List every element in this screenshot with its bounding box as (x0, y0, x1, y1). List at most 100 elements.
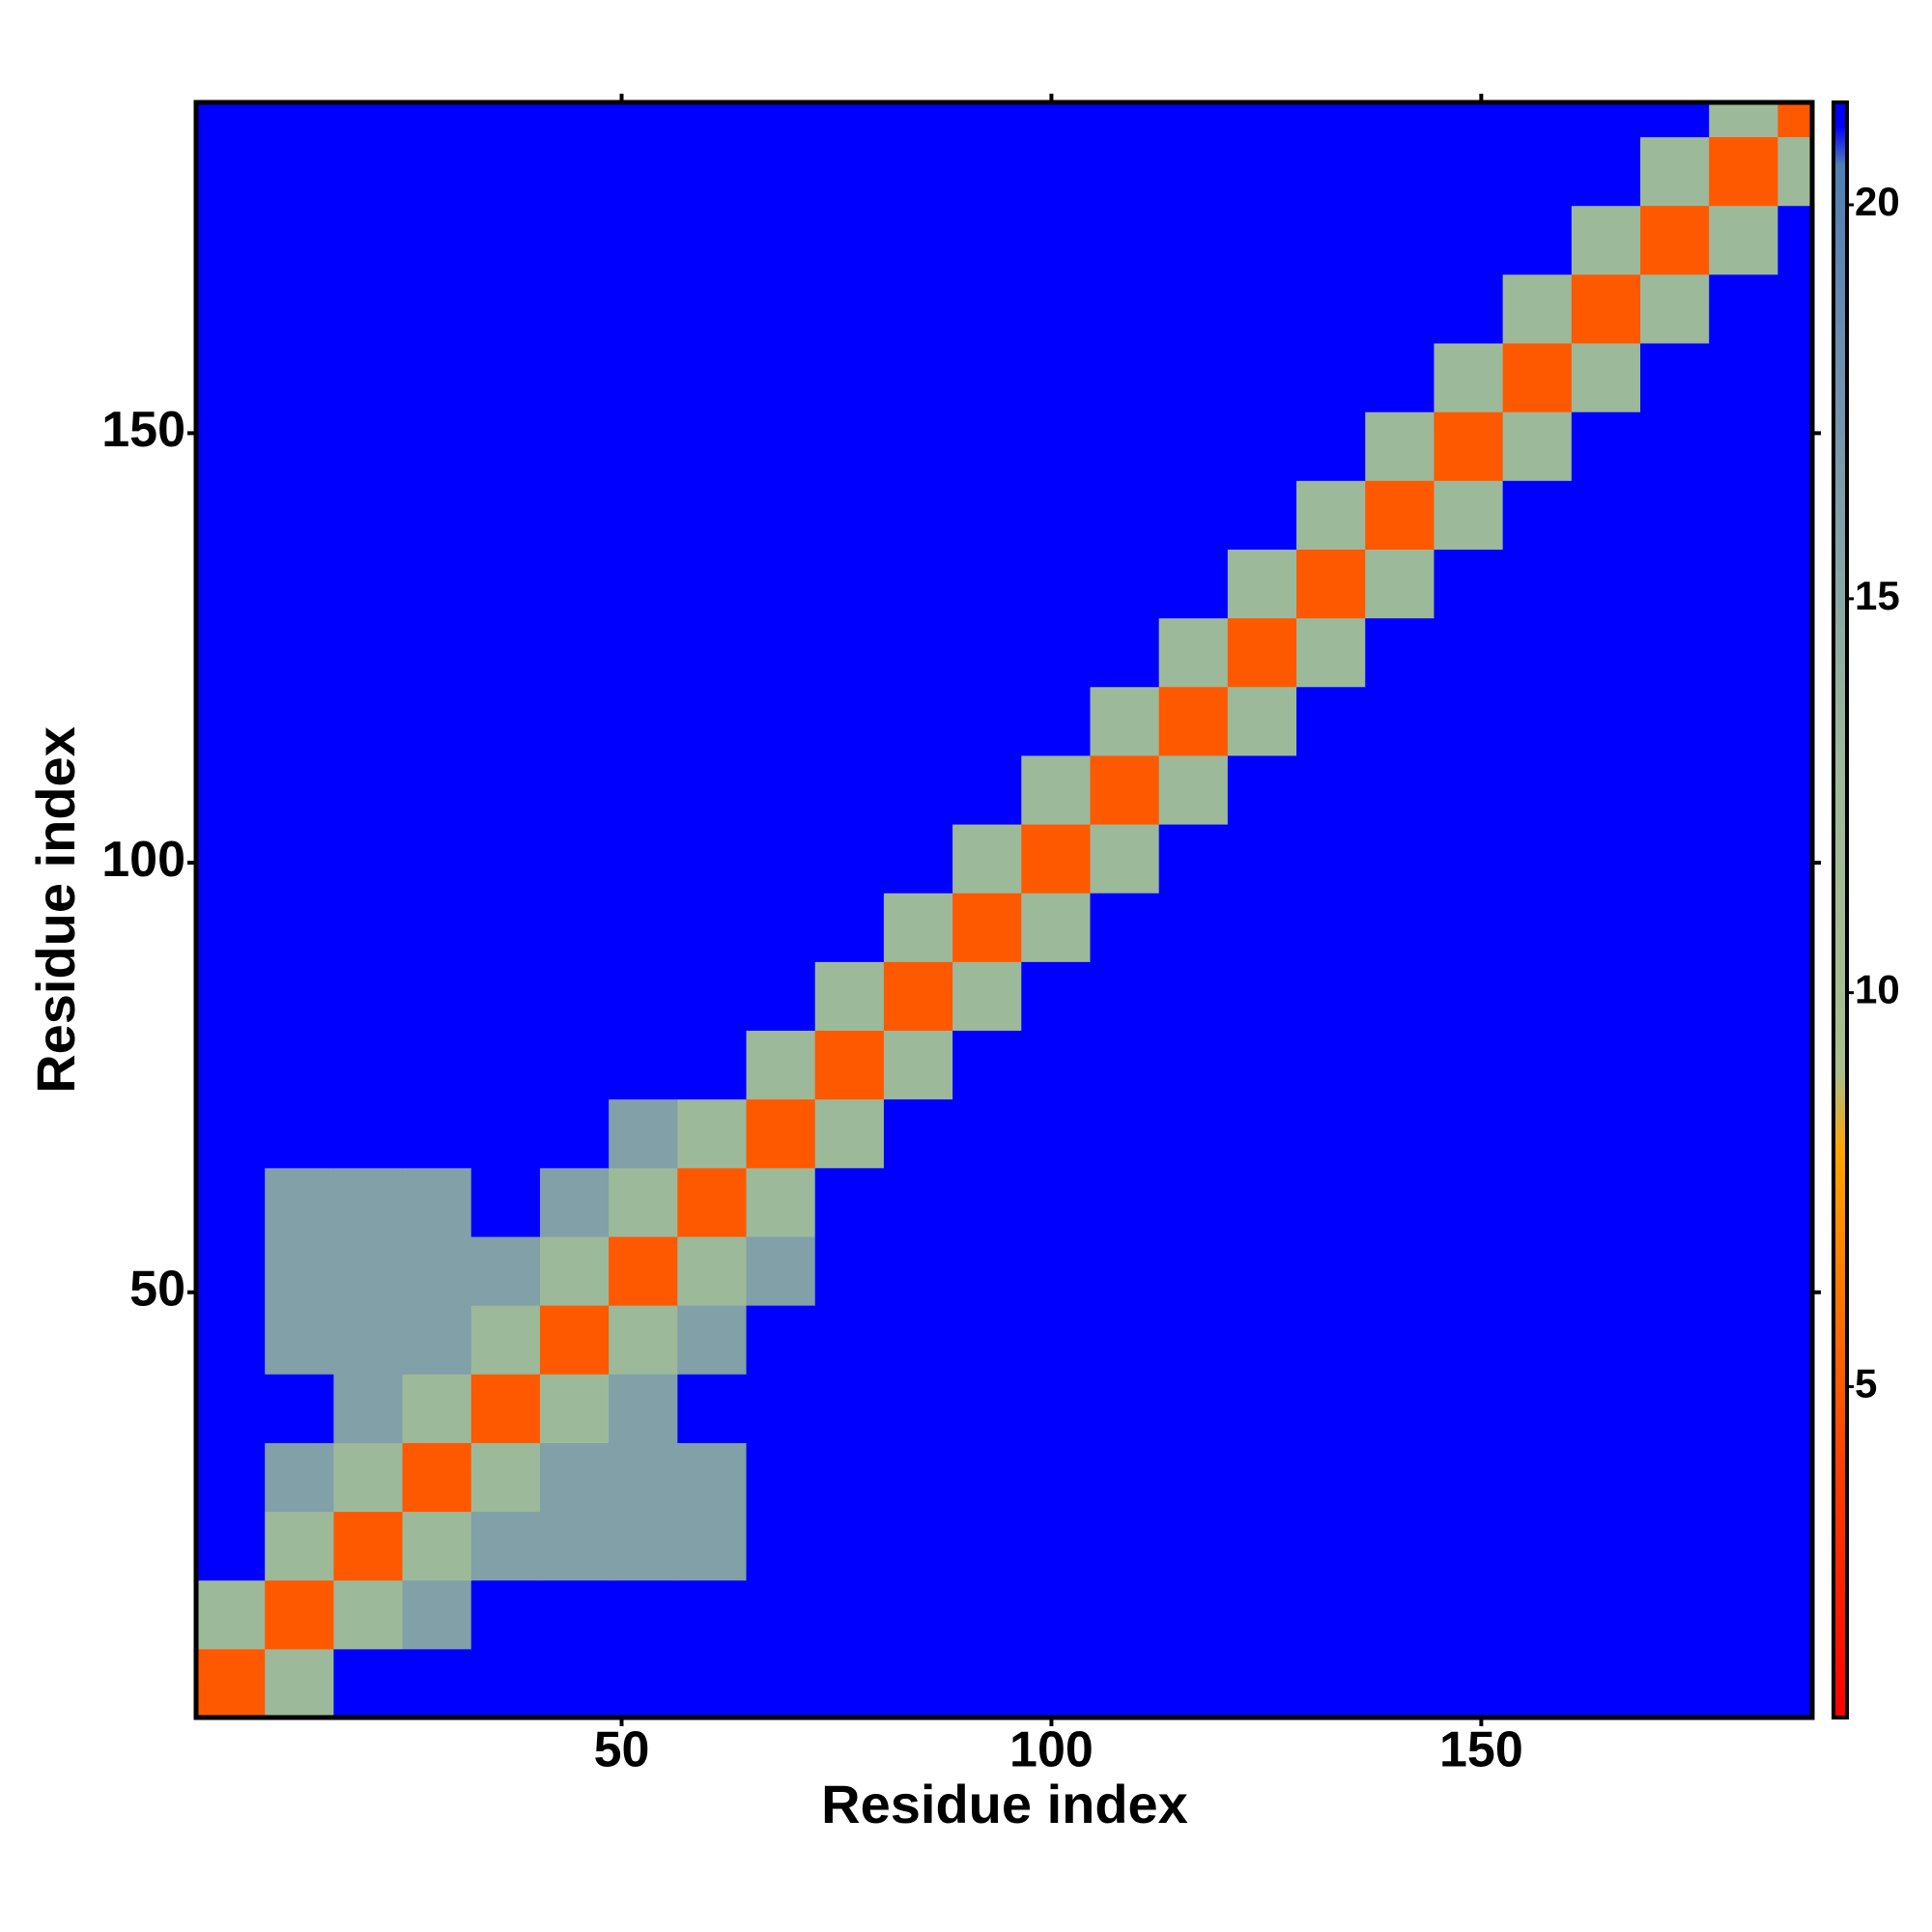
heatmap-cell (1502, 1511, 1573, 1581)
heatmap-cell (609, 1579, 678, 1650)
heatmap-cell (746, 617, 816, 688)
heatmap-cell (470, 1579, 541, 1650)
heatmap-cell (1158, 1374, 1229, 1443)
heatmap-cell (746, 961, 816, 1032)
heatmap-cell (1090, 343, 1160, 412)
heatmap-cell (196, 1511, 266, 1581)
heatmap-cell (746, 549, 816, 619)
heatmap-cell (402, 686, 472, 756)
heatmap-cell (196, 273, 266, 344)
heatmap-cell (333, 824, 404, 894)
heatmap-cell (265, 754, 334, 825)
heatmap-cell (883, 1098, 953, 1169)
heatmap-cell (1640, 412, 1710, 481)
heatmap-cell (539, 549, 610, 619)
heatmap-cell (952, 412, 1022, 481)
y-axis-title: Residue index (25, 726, 86, 1094)
heatmap-cell (1296, 1236, 1366, 1306)
heatmap-cell (402, 893, 472, 962)
heatmap-cell (1709, 1167, 1778, 1237)
heatmap-cell (1709, 205, 1778, 275)
heatmap-cell (1777, 1442, 1812, 1513)
heatmap-cell (814, 1098, 885, 1169)
colorbar-tick-label: 20 (1855, 179, 1900, 224)
heatmap-cell (402, 205, 472, 275)
heatmap-cell (539, 1374, 610, 1443)
heatmap-cell (333, 961, 404, 1032)
heatmap-cell (333, 343, 404, 412)
heatmap-cell (814, 1374, 885, 1443)
heatmap-cell (1090, 1442, 1160, 1513)
heatmap-cell (1021, 102, 1091, 138)
heatmap-cell (1434, 205, 1504, 275)
heatmap-cell (470, 1511, 541, 1581)
heatmap-cell (1227, 617, 1297, 688)
heatmap-cell (1227, 1236, 1297, 1306)
heatmap-cell (333, 1511, 404, 1581)
heatmap-cell (1227, 1030, 1297, 1100)
heatmap-cell (1090, 549, 1160, 619)
colorbar-tick-label: 15 (1855, 573, 1900, 618)
heatmap-cell (1090, 1579, 1160, 1650)
heatmap-cell (1709, 824, 1778, 894)
heatmap-cell (402, 1098, 472, 1169)
heatmap-cell (1571, 1579, 1641, 1650)
heatmap-cell (1502, 1098, 1573, 1169)
heatmap-cell (1502, 1374, 1573, 1443)
heatmap-cell (1640, 1030, 1710, 1100)
heatmap-cell (1640, 1442, 1710, 1513)
heatmap-cell (1777, 1305, 1812, 1375)
heatmap-cell (1777, 1648, 1812, 1718)
heatmap-cell (265, 1511, 334, 1581)
heatmap-cell (402, 1030, 472, 1100)
heatmap-cell (539, 961, 610, 1032)
heatmap-cell (952, 1305, 1022, 1375)
heatmap-cell (402, 1579, 472, 1650)
heatmap-cell (196, 480, 266, 550)
heatmap-cell (333, 273, 404, 344)
heatmap-cell (402, 1648, 472, 1718)
heatmap-cell (746, 893, 816, 962)
x-axis-title: Residue index (821, 1774, 1188, 1834)
heatmap-cell (952, 1030, 1022, 1100)
heatmap (196, 102, 1812, 1718)
heatmap-cell (952, 961, 1022, 1032)
heatmap-cell (196, 1579, 266, 1650)
heatmap-cell (1158, 1579, 1229, 1650)
heatmap-cell (952, 205, 1022, 275)
heatmap-cell (1571, 961, 1641, 1032)
heatmap-cell (402, 1374, 472, 1443)
heatmap-cell (952, 893, 1022, 962)
heatmap-cell (746, 1579, 816, 1650)
heatmap-cell (1021, 1030, 1091, 1100)
heatmap-cell (1090, 1648, 1160, 1718)
heatmap-cell (609, 893, 678, 962)
heatmap-cell (1296, 893, 1366, 962)
heatmap-cell (814, 1442, 885, 1513)
heatmap-cell (1021, 1648, 1091, 1718)
heatmap-cell (1434, 1374, 1504, 1443)
heatmap-cell (333, 1305, 404, 1375)
heatmap-cell (1296, 343, 1366, 412)
heatmap-cell (265, 961, 334, 1032)
heatmap-cell (1777, 824, 1812, 894)
heatmap-cell (1365, 412, 1435, 481)
heatmap-cell (1227, 1167, 1297, 1237)
heatmap-cell (265, 893, 334, 962)
colorbar (1832, 100, 1849, 1719)
heatmap-cell (1571, 343, 1641, 412)
heatmap-cell (1021, 480, 1091, 550)
heatmap-cell (470, 686, 541, 756)
heatmap-cell (265, 1098, 334, 1169)
heatmap-cell (677, 136, 748, 207)
heatmap-cell (1502, 1579, 1573, 1650)
heatmap-cell (814, 136, 885, 207)
heatmap-cell (1640, 1374, 1710, 1443)
heatmap-cell (677, 1236, 748, 1306)
heatmap-cell (1158, 617, 1229, 688)
heatmap-cell (1502, 824, 1573, 894)
heatmap-cell (1640, 1511, 1710, 1581)
heatmap-cell (196, 1305, 266, 1375)
heatmap-cell (333, 1579, 404, 1650)
heatmap-cell (1158, 343, 1229, 412)
